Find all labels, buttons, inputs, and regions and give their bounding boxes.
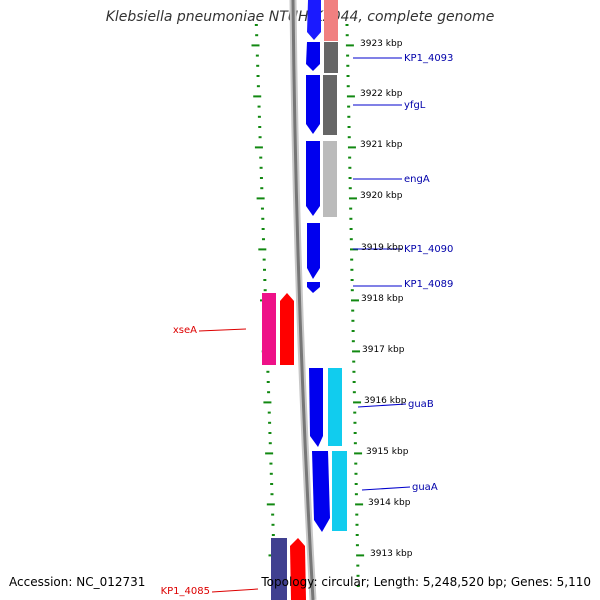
- gene-arrow-kp1-4085: [290, 538, 306, 600]
- gene-label-enga: engA: [404, 174, 430, 185]
- gene-label-guaa: guaA: [412, 482, 438, 493]
- position-label: 3920 kbp: [360, 191, 403, 201]
- gene-labels: KP1_4093 yfgL engA KP1_4090 KP1_4089 xse…: [161, 53, 454, 597]
- gene-label-yfgl: yfgL: [404, 100, 426, 111]
- gene-arrow-guaa: [312, 451, 330, 532]
- topology-text: Topology: circular; Length: 5,248,520 bp…: [261, 575, 591, 589]
- position-label: 3918 kbp: [361, 294, 404, 304]
- position-label: 3914 kbp: [368, 498, 411, 508]
- gene-feature-guaa: [312, 451, 347, 532]
- position-label: 3919 kbp: [361, 243, 404, 253]
- gene-box-enga: [323, 141, 337, 217]
- gene-box-top-partial: [324, 0, 338, 41]
- gene-label-kp1-4090: KP1_4090: [404, 244, 453, 255]
- accession-text: Accession: NC_012731: [9, 575, 146, 589]
- gene-label-kp1-4085: KP1_4085: [161, 586, 210, 597]
- gene-label-guab: guaB: [408, 399, 434, 410]
- position-label: 3922 kbp: [360, 89, 403, 99]
- gene-box-yfgl: [323, 75, 337, 135]
- gene-feature-kp1-4093: [306, 42, 338, 73]
- gene-feature-guab: [309, 368, 342, 447]
- gene-arrow-yfgl: [306, 75, 320, 134]
- gene-box-kp1-4085: [271, 538, 287, 600]
- gene-arrow-guab: [309, 368, 323, 447]
- gene-arrow-top-partial: [307, 0, 321, 40]
- position-label: 3921 kbp: [360, 140, 403, 150]
- position-label: 3923 kbp: [360, 39, 403, 49]
- gene-feature-enga: [306, 141, 337, 217]
- gene-box-kp1-4093: [324, 42, 338, 73]
- gene-label-xsea: xseA: [173, 325, 197, 336]
- label-leaders: [198, 57, 411, 593]
- gene-feature-yfgl: [306, 75, 337, 135]
- gene-feature-xsea: [262, 293, 294, 365]
- position-label: 3917 kbp: [362, 345, 405, 355]
- gene-feature-kp1-4089: [307, 282, 320, 293]
- gene-feature-kp1-4090: [307, 223, 320, 279]
- backbone: [289, 0, 317, 600]
- gene-arrow-enga: [306, 141, 320, 216]
- gene-box-guab: [328, 368, 342, 446]
- position-label: 3915 kbp: [366, 447, 409, 457]
- gene-label-kp1-4089: KP1_4089: [404, 279, 453, 290]
- gene-arrow-kp1-4090: [307, 223, 320, 279]
- gene-feature-top-partial: [307, 0, 338, 41]
- gene-arrow-kp1-4093: [306, 42, 320, 71]
- gene-box-xsea: [262, 293, 276, 365]
- gene-arrow-kp1-4089: [307, 282, 320, 293]
- gene-label-kp1-4093: KP1_4093: [404, 53, 453, 64]
- position-label: 3913 kbp: [370, 549, 413, 559]
- gene-feature-kp1-4085: [271, 538, 306, 600]
- position-label: 3916 kbp: [364, 396, 407, 406]
- map-title: Klebsiella pneumoniae NTUH-K2044, comple…: [105, 9, 495, 25]
- gene-arrow-xsea: [280, 293, 294, 365]
- position-labels: 3923 kbp 3922 kbp 3921 kbp 3920 kbp 3919…: [360, 39, 413, 559]
- gene-box-guaa: [332, 451, 347, 531]
